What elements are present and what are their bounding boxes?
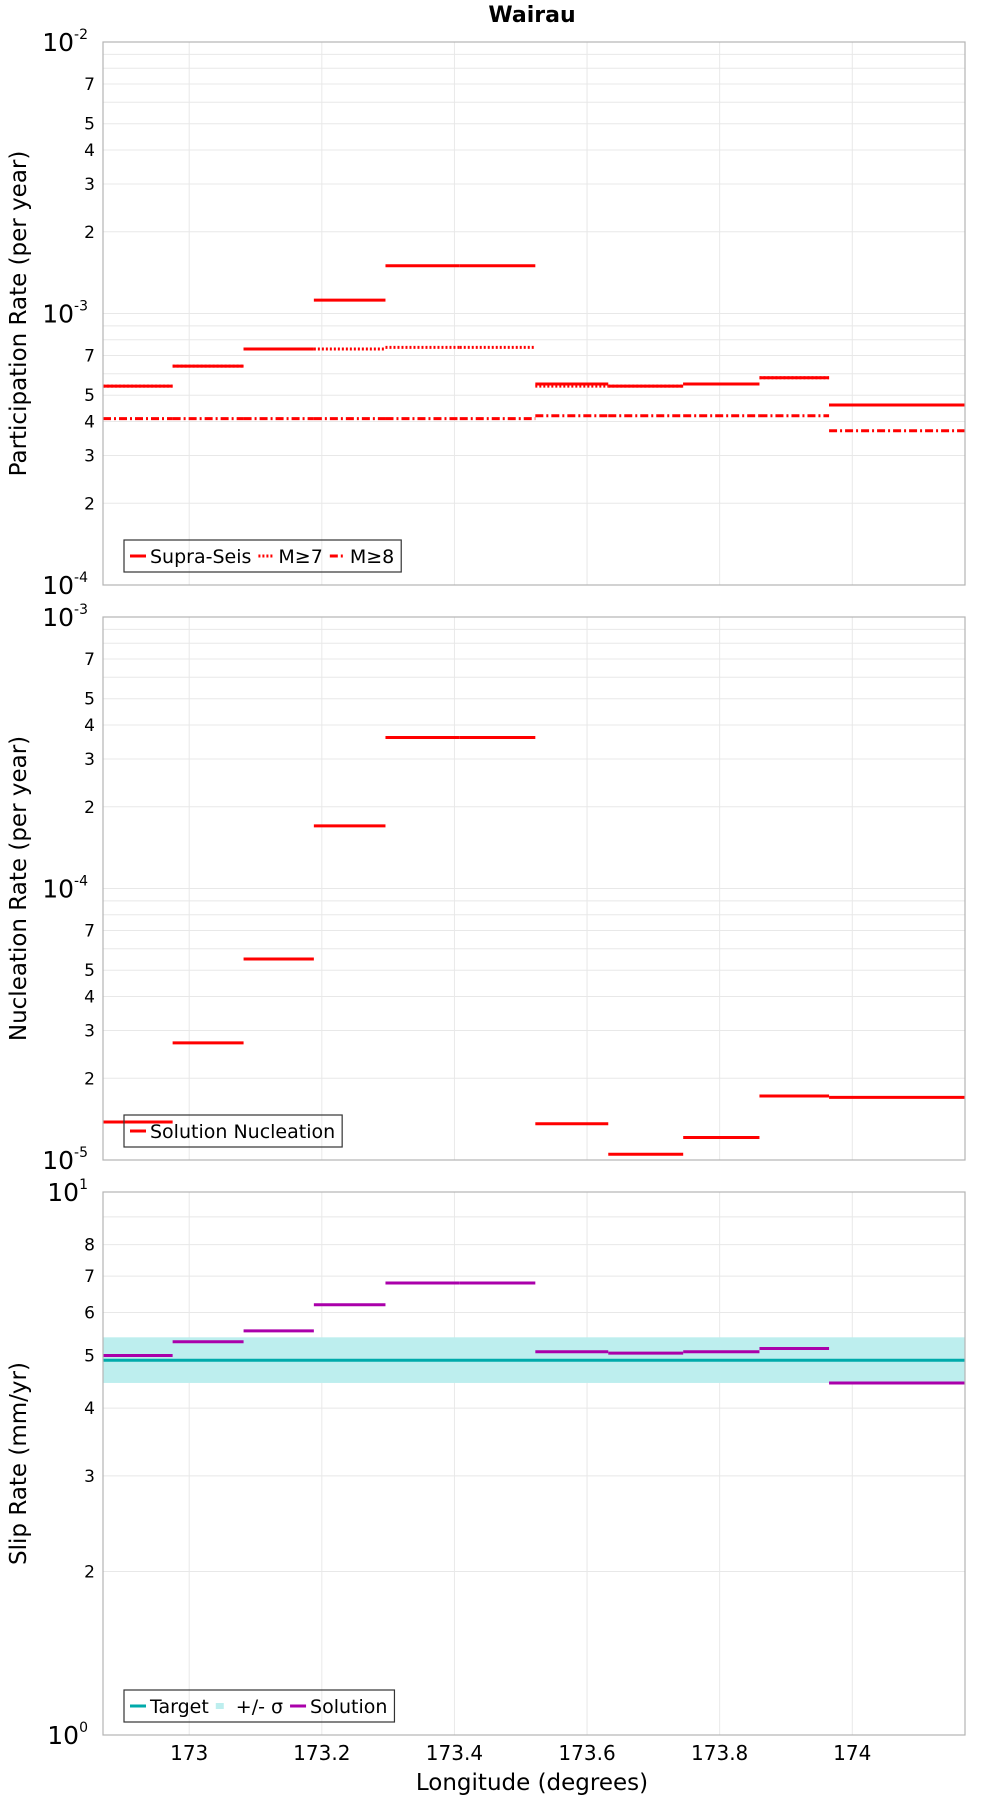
legend-item: Solution Nucleation: [130, 1121, 335, 1143]
legend-item: Supra-Seis: [130, 546, 251, 568]
y-minor-tick-label: 3: [84, 446, 95, 466]
y-minor-tick-label: 2: [84, 1563, 95, 1583]
y-minor-tick-label: 2: [84, 1069, 95, 1089]
legend-frame: [123, 1114, 343, 1148]
legend-item: M≥7: [258, 546, 323, 568]
y-minor-tick-label: 3: [84, 750, 95, 770]
y-major-tick-label: 10-3: [42, 299, 88, 329]
legend-label: M≥7: [278, 546, 322, 568]
y-axis-label: Slip Rate (mm/yr): [6, 1362, 32, 1565]
x-axis: 173 173.2 173.4 173.6 173.8 174: [170, 1741, 871, 1765]
x-tick-label: 173.8: [691, 1741, 748, 1765]
y-minor-tick-label: 5: [84, 386, 95, 406]
legend-frame: [123, 1689, 396, 1723]
legend: Solution Nucleation: [123, 1114, 343, 1148]
legend-label: Solution: [310, 1696, 387, 1718]
y-major-tick-label: 101: [47, 1177, 88, 1207]
y-axis-label: Participation Rate (per year): [6, 151, 32, 477]
plot-frame: [102, 616, 966, 1161]
legend-label: Target: [149, 1696, 209, 1718]
legend-label: Solution Nucleation: [150, 1121, 335, 1143]
y-minor-tick-label: 2: [84, 223, 95, 243]
legend-label: M≥8: [350, 546, 394, 568]
plot-frame: [102, 1191, 966, 1736]
legend-frame: [123, 539, 402, 573]
y-minor-tick-label: 4: [84, 716, 95, 736]
y-major-tick-label: 10-3: [42, 602, 88, 632]
x-tick-label: 173: [170, 1741, 208, 1765]
series-M≥8: [103, 414, 965, 433]
y-minor-tick-label: 5: [84, 961, 95, 981]
legend: Target +/- σ Solution: [123, 1689, 396, 1723]
x-tick-label: 173.2: [293, 1741, 350, 1765]
panel-1: 10-4 10-3 10-2 2 3 4 5 7 2 3 4 5 7 Participation Rate…: [6, 27, 966, 600]
series-Solution: [103, 1281, 965, 1385]
legend-label: +/- σ: [236, 1696, 283, 1718]
y-minor-tick-label: 7: [84, 922, 95, 942]
y-minor-tick-label: 7: [84, 75, 95, 95]
y-minor-tick-label: 4: [84, 988, 95, 1008]
y-minor-tick-label: 7: [84, 650, 95, 670]
series-M≥7: [103, 345, 965, 407]
legend-swatch: [215, 1703, 224, 1709]
y-minor-tick-label: 5: [84, 690, 95, 710]
y-axis-label: Nucleation Rate (per year): [6, 736, 32, 1041]
y-minor-tick-label: 3: [84, 1021, 95, 1041]
y-minor-tick-label: 8: [84, 1236, 95, 1256]
panel-3: 100 101 2 3 4 5 6 7 8 Slip Rate (mm/yr) Target +/- …: [6, 1177, 966, 1750]
y-minor-tick-label: 4: [84, 1399, 95, 1419]
y-major-tick-label: 100: [47, 1720, 88, 1750]
plot-area: [103, 1192, 965, 1735]
y-minor-tick-label: 5: [84, 115, 95, 135]
y-minor-tick-label: 3: [84, 175, 95, 195]
y-major-tick-label: 10-4: [42, 570, 88, 600]
y-minor-tick-label: 7: [84, 1267, 95, 1287]
plot-frame: [102, 41, 966, 586]
y-major-tick-label: 10-4: [42, 874, 88, 904]
y-minor-tick-label: 7: [84, 347, 95, 367]
x-tick-label: 174: [833, 1741, 871, 1765]
x-axis-label: Longitude (degrees): [416, 1770, 648, 1796]
y-minor-tick-label: 4: [84, 413, 95, 433]
y-minor-tick-label: 5: [84, 1346, 95, 1366]
y-major-tick-label: 10-2: [42, 27, 88, 57]
legend-item: Solution: [290, 1696, 387, 1718]
legend-label: Supra-Seis: [150, 546, 251, 568]
legend: Supra-Seis M≥7 M≥8: [123, 539, 402, 573]
panel-2: 10-5 10-4 10-3 2 3 4 5 7 2 3 4 5 7 Nucleation Rate (p…: [6, 602, 966, 1175]
y-minor-tick-label: 6: [84, 1303, 95, 1323]
x-tick-label: 173.6: [558, 1741, 615, 1765]
legend-item: Target: [130, 1696, 209, 1718]
y-major-tick-label: 10-5: [42, 1145, 88, 1175]
x-tick-label: 173.4: [426, 1741, 483, 1765]
legend-item: +/- σ: [215, 1696, 283, 1718]
series-Solution Nucleation: [103, 735, 965, 1156]
legend-item: M≥8: [329, 546, 394, 568]
y-minor-tick-label: 2: [84, 798, 95, 818]
chart-title: Wairau: [488, 3, 575, 28]
y-minor-tick-label: 2: [84, 494, 95, 514]
y-minor-tick-label: 4: [84, 141, 95, 161]
y-minor-tick-label: 3: [84, 1467, 95, 1487]
